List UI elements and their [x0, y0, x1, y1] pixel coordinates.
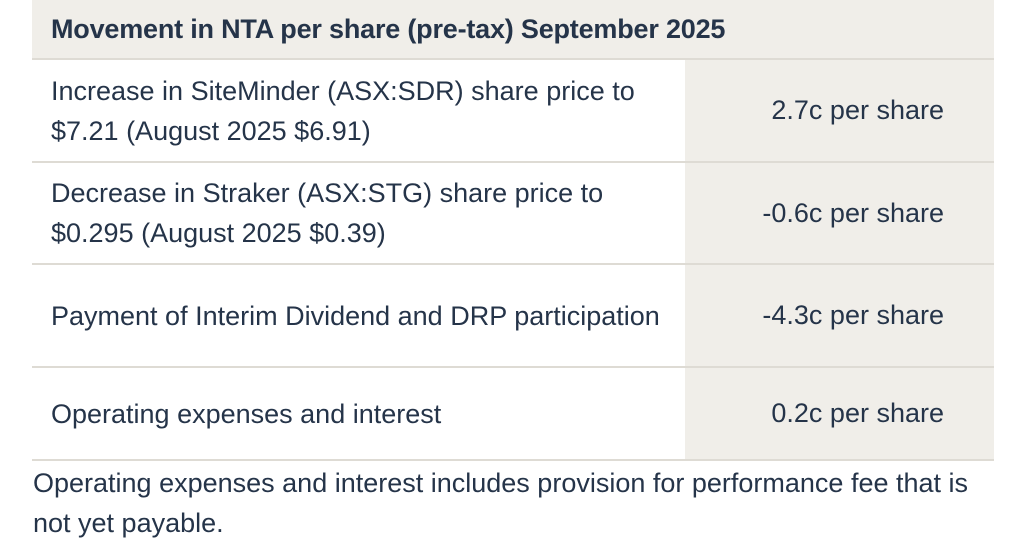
nta-movement-table: Movement in NTA per share (pre-tax) Sept…: [32, 0, 994, 461]
row-value: -0.6c per share: [685, 163, 994, 263]
row-description: Decrease in Straker (ASX:STG) share pric…: [32, 163, 685, 263]
footnote: Operating expenses and interest includes…: [33, 468, 969, 538]
row-value: 0.2c per share: [685, 368, 994, 459]
row-value: -4.3c per share: [685, 265, 994, 366]
row-description: Operating expenses and interest: [32, 368, 685, 459]
table-title: Movement in NTA per share (pre-tax) Sept…: [51, 13, 726, 44]
table-row: Operating expenses and interest 0.2c per…: [32, 368, 994, 461]
row-value: 2.7c per share: [685, 60, 994, 161]
table-header: Movement in NTA per share (pre-tax) Sept…: [32, 0, 994, 60]
table-row: Payment of Interim Dividend and DRP part…: [32, 265, 994, 368]
table-row: Decrease in Straker (ASX:STG) share pric…: [32, 163, 994, 265]
row-description: Payment of Interim Dividend and DRP part…: [32, 265, 685, 366]
row-description: Increase in SiteMinder (ASX:SDR) share p…: [32, 60, 685, 161]
table-row: Increase in SiteMinder (ASX:SDR) share p…: [32, 60, 994, 163]
